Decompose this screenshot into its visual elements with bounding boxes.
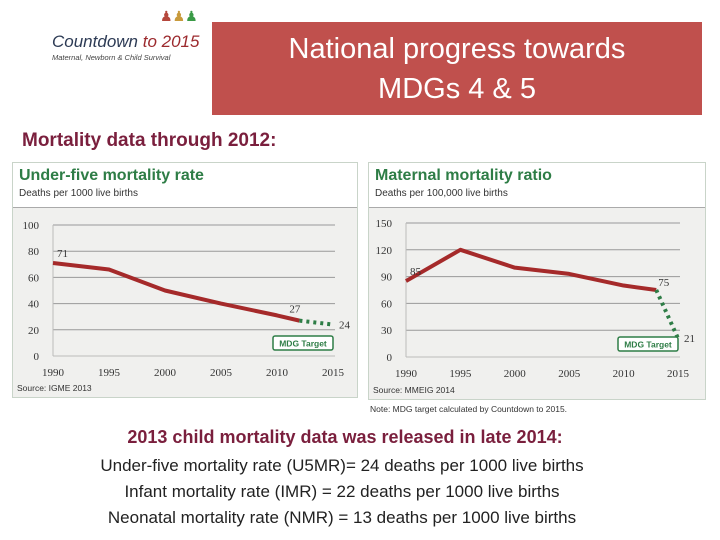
data-line — [405, 247, 657, 292]
y-tick-label: 90 — [381, 272, 393, 284]
u5mr-plot: 0 20 40 60 80 100 1990 1995 2000 2005 2010 2015 MDG … — [23, 220, 351, 379]
info-line-nmr: Neonatal mortality rate (NMR) = 13 death… — [107, 508, 577, 527]
y-tick-label: 60 — [381, 298, 393, 310]
u5mr-chart-panel: Under-five mortality rate Deaths per 100… — [12, 162, 358, 398]
x-tick-label: 1995 — [449, 368, 472, 380]
x-tick-label: 2000 — [504, 368, 527, 380]
info-title: 2013 child mortality data was released i… — [127, 427, 563, 447]
mdg-target-label: MDG Target — [279, 339, 327, 349]
chart-source: Source: MMEIG 2014 — [373, 385, 455, 395]
title-line-1: National progress towards — [288, 33, 626, 65]
data-label: 71 — [57, 248, 68, 260]
logo-tagline: Maternal, Newborn & Child Survival — [52, 53, 171, 62]
chart-header — [13, 163, 357, 208]
chart-unit: Deaths per 100,000 live births — [375, 188, 508, 199]
info-line-u5mr: Under-five mortality rate (U5MR)= 24 dea… — [100, 456, 584, 475]
data-label: 21 — [684, 333, 695, 345]
x-tick-label: 1995 — [98, 367, 121, 379]
y-tick-label: 40 — [28, 299, 40, 311]
data-label: 75 — [658, 277, 670, 289]
y-tick-label: 100 — [23, 220, 40, 232]
data-label: 27 — [289, 304, 301, 316]
y-tick-label: 30 — [381, 325, 393, 337]
data-label: 85 — [410, 266, 422, 278]
subheading: Mortality data through 2012: — [22, 130, 277, 151]
x-tick-label: 1990 — [395, 368, 418, 380]
x-tick-label: 1990 — [42, 367, 65, 379]
x-tick-label: 2005 — [210, 367, 233, 379]
target-line — [299, 318, 334, 327]
chart-title: Under-five mortality rate — [19, 167, 204, 184]
y-tick-label: 150 — [376, 218, 393, 230]
x-tick-label: 2010 — [613, 368, 636, 380]
data-line — [52, 261, 300, 323]
mmr-plot: 0 30 60 90 120 150 1990 1995 2000 2005 2010 2015 MDG… — [376, 218, 696, 380]
x-tick-label: 2015 — [667, 368, 690, 380]
y-tick-label: 120 — [376, 245, 393, 257]
data-label: 24 — [339, 320, 351, 332]
y-tick-label: 0 — [387, 352, 393, 364]
x-tick-label: 2015 — [322, 367, 345, 379]
mdg-target-label: MDG Target — [624, 340, 672, 350]
y-tick-label: 20 — [28, 325, 40, 337]
mdg-target-badge — [272, 335, 334, 351]
slide-title: National progress towards MDGs 4 & 5 — [212, 22, 702, 115]
people-figures-icon: ♟♟♟ — [160, 8, 198, 24]
chart-source: Source: IGME 2013 — [17, 383, 92, 393]
chart-title: Maternal mortality ratio — [375, 167, 552, 184]
y-tick-label: 60 — [28, 272, 40, 284]
x-tick-label: 2010 — [266, 367, 289, 379]
mmr-chart-panel: Maternal mortality ratio Deaths per 100,… — [368, 162, 706, 400]
y-tick-label: 0 — [34, 351, 40, 363]
x-tick-label: 2000 — [154, 367, 177, 379]
chart-unit: Deaths per 1000 live births — [19, 188, 138, 199]
chart-header — [369, 163, 705, 208]
info-line-imr: Infant mortality rate (IMR) = 22 deaths … — [124, 482, 560, 501]
title-line-2: MDGs 4 & 5 — [378, 73, 536, 105]
x-tick-label: 2005 — [558, 368, 581, 380]
y-tick-label: 80 — [28, 246, 40, 258]
target-line — [654, 289, 680, 340]
logo-name: Countdown to 2015 — [52, 32, 200, 51]
target-note: Note: MDG target calculated by Countdown… — [370, 404, 568, 414]
mdg-target-badge — [617, 336, 679, 352]
